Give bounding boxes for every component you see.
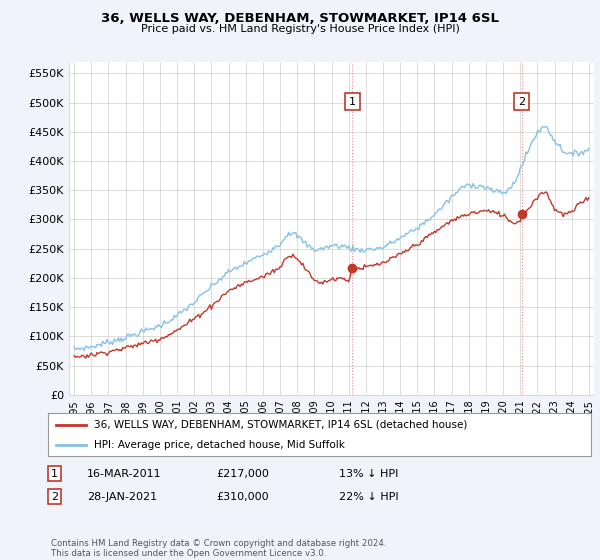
Text: Contains HM Land Registry data © Crown copyright and database right 2024.
This d: Contains HM Land Registry data © Crown c… bbox=[51, 539, 386, 558]
Text: £217,000: £217,000 bbox=[216, 469, 269, 479]
Text: 1: 1 bbox=[51, 469, 58, 479]
Text: £310,000: £310,000 bbox=[216, 492, 269, 502]
Text: HPI: Average price, detached house, Mid Suffolk: HPI: Average price, detached house, Mid … bbox=[94, 440, 345, 450]
Text: Price paid vs. HM Land Registry's House Price Index (HPI): Price paid vs. HM Land Registry's House … bbox=[140, 24, 460, 34]
Text: 22% ↓ HPI: 22% ↓ HPI bbox=[339, 492, 398, 502]
Text: 2: 2 bbox=[51, 492, 58, 502]
Text: 2: 2 bbox=[518, 96, 525, 106]
Text: 28-JAN-2021: 28-JAN-2021 bbox=[87, 492, 157, 502]
Text: 1: 1 bbox=[349, 96, 356, 106]
Text: 13% ↓ HPI: 13% ↓ HPI bbox=[339, 469, 398, 479]
Text: 16-MAR-2011: 16-MAR-2011 bbox=[87, 469, 161, 479]
Text: 36, WELLS WAY, DEBENHAM, STOWMARKET, IP14 6SL: 36, WELLS WAY, DEBENHAM, STOWMARKET, IP1… bbox=[101, 12, 499, 25]
Text: 36, WELLS WAY, DEBENHAM, STOWMARKET, IP14 6SL (detached house): 36, WELLS WAY, DEBENHAM, STOWMARKET, IP1… bbox=[94, 419, 467, 430]
